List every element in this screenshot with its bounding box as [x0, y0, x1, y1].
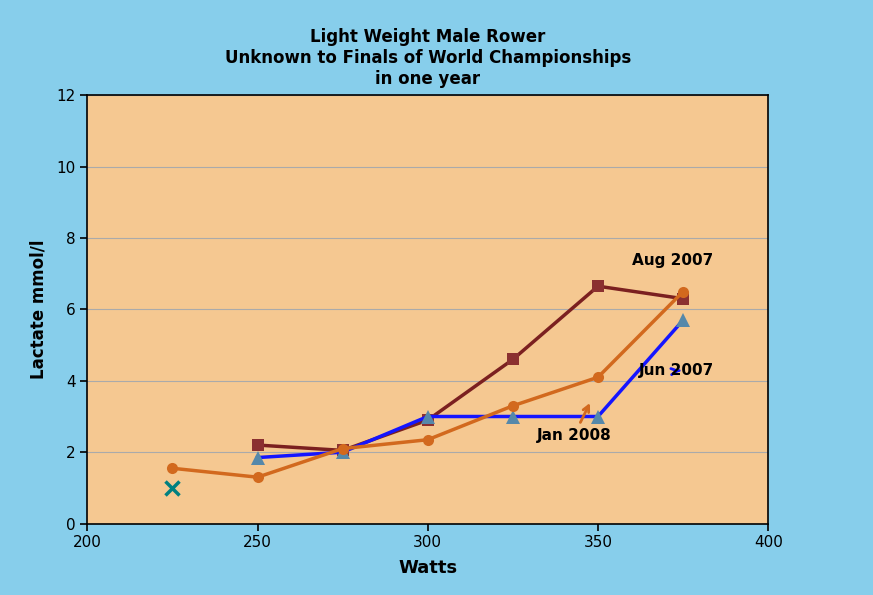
Text: Aug 2007: Aug 2007 — [632, 253, 713, 268]
Title: Light Weight Male Rower
Unknown to Finals of World Championships
in one year: Light Weight Male Rower Unknown to Final… — [224, 29, 631, 88]
Y-axis label: Lactate mmol/l: Lactate mmol/l — [30, 240, 48, 379]
Text: Jun 2007: Jun 2007 — [639, 364, 714, 378]
Text: Jan 2008: Jan 2008 — [537, 406, 611, 443]
X-axis label: Watts: Watts — [398, 559, 457, 577]
